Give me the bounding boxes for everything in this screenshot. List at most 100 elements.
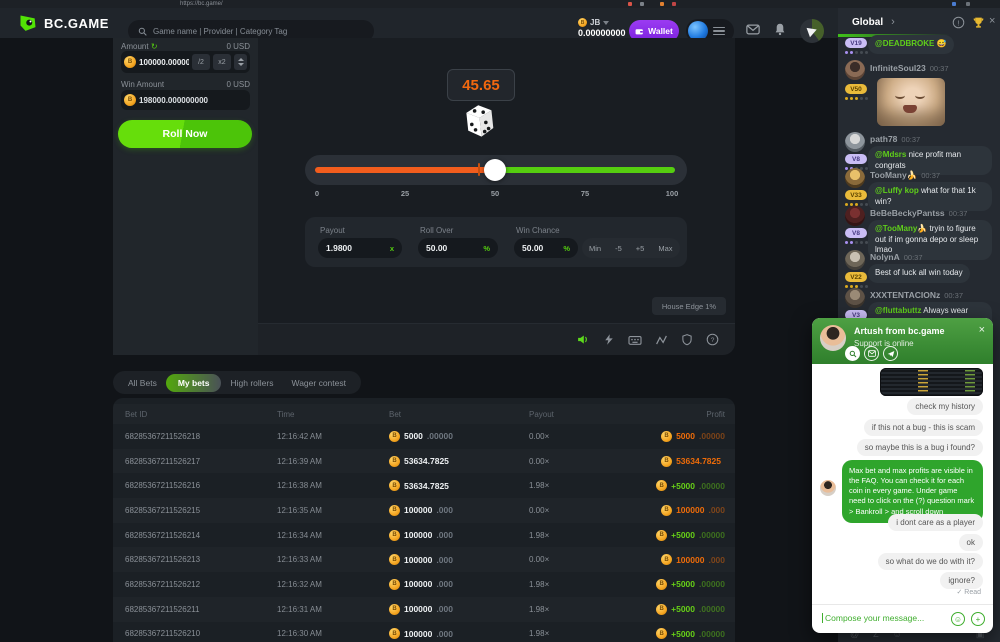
mention-at-icon[interactable]: @ xyxy=(850,629,860,639)
amount-stepper[interactable] xyxy=(234,54,247,70)
table-row[interactable]: 68285367211526216 12:16:38 AM B 53634.782… xyxy=(125,480,725,492)
close-icon[interactable]: × xyxy=(989,15,996,27)
mention-link[interactable]: @fluttabuttz xyxy=(875,306,922,315)
search-input[interactable]: Game name | Provider | Category Tag xyxy=(128,20,374,42)
currency-selector[interactable]: B JB 0.00000000 xyxy=(578,18,648,38)
table-row[interactable]: 68285367211526210 12:16:30 AM B 100000.00… xyxy=(125,628,725,640)
table-row[interactable]: 68285367211526217 12:16:39 AM B 53634.782… xyxy=(125,455,721,467)
help-icon[interactable]: ? xyxy=(706,333,719,346)
refresh-icon[interactable]: ↻ xyxy=(150,42,158,51)
tab-all-bets[interactable]: All Bets xyxy=(128,377,157,388)
chat-username[interactable]: BeBeBeckyPantss 00:37 xyxy=(870,208,968,218)
browser-ext-icon[interactable] xyxy=(628,2,632,6)
bcgame-logo[interactable]: BC.GAME xyxy=(18,13,109,33)
chat-timestamp: 00:37 xyxy=(921,171,941,180)
avatar[interactable] xyxy=(845,288,865,308)
coin-icon: B xyxy=(389,529,400,541)
avatar[interactable] xyxy=(845,168,865,188)
slider-handle[interactable] xyxy=(484,159,506,181)
chat-username[interactable]: InfiniteSoul23 00:37 xyxy=(870,63,949,73)
col-bet-id: Bet ID xyxy=(125,409,148,419)
support-agent-avatar xyxy=(820,325,846,351)
roll-over-input[interactable]: 50.00% xyxy=(418,238,498,258)
image-detail xyxy=(895,92,905,99)
table-row[interactable]: 68285367211526215 12:16:35 AM B 100000.00… xyxy=(125,504,725,516)
max-button[interactable]: Max xyxy=(658,243,673,253)
avatar[interactable] xyxy=(845,60,865,80)
trends-icon[interactable] xyxy=(655,334,668,346)
mention-link[interactable]: @DEADBROKE xyxy=(875,39,935,48)
table-row[interactable]: 68285367211526212 12:16:32 AM B 100000.00… xyxy=(125,578,725,590)
wallet-button[interactable]: Wallet xyxy=(629,20,679,42)
hotkeys-keyboard-icon[interactable] xyxy=(628,334,642,346)
attach-plus-icon[interactable]: + xyxy=(971,612,985,626)
chat-rules-icon[interactable]: ! xyxy=(952,16,965,29)
gif-icon[interactable]: Z xyxy=(873,629,879,639)
coin-icon: B xyxy=(656,480,668,492)
user-avatar[interactable] xyxy=(800,19,824,43)
sound-icon[interactable] xyxy=(576,333,590,346)
support-search-icon[interactable] xyxy=(845,346,860,361)
notifications-bell-icon[interactable] xyxy=(774,22,786,36)
support-agent-name: Artush from bc.game xyxy=(854,326,945,336)
support-status: Support is online xyxy=(854,339,914,348)
tab-high-rollers[interactable]: High rollers xyxy=(230,377,274,388)
emoji-icon[interactable]: ☺ xyxy=(892,629,902,639)
emoji-icon[interactable]: ☺ xyxy=(951,612,965,626)
house-edge-badge: House Edge 1% xyxy=(652,297,726,315)
browser-bar: https://bc.game/ xyxy=(0,0,1000,8)
mention-link[interactable]: @TooMany🍌 xyxy=(875,224,928,233)
minus5-button[interactable]: -5 xyxy=(615,243,622,253)
avatar xyxy=(688,21,708,41)
tab-wager-contest[interactable]: Wager contest xyxy=(291,377,346,388)
roll-now-button[interactable]: Roll Now xyxy=(118,120,252,148)
browser-url[interactable]: https://bc.game/ xyxy=(180,1,223,7)
chat-room-title[interactable]: Global xyxy=(852,16,884,28)
table-row[interactable]: 68285367211526213 12:16:33 AM B 100000.00… xyxy=(125,554,725,566)
table-row[interactable]: 68285367211526218 12:16:42 AM B 5000.0000… xyxy=(125,430,725,442)
slider-tick-label: 100 xyxy=(665,189,679,198)
table-row[interactable]: 68285367211526214 12:16:34 AM B 100000.00… xyxy=(125,529,725,541)
chat-username[interactable]: XXXTENTACIONz 00:37 xyxy=(870,290,963,300)
win-chance-unit: % xyxy=(563,243,570,253)
chevron-right-icon[interactable]: › xyxy=(891,16,895,28)
coin-icon: B xyxy=(656,603,668,615)
browser-ext-icon[interactable] xyxy=(672,2,676,6)
chat-username[interactable]: TooMany🍌 00:37 xyxy=(870,170,941,180)
tab-my-bets[interactable]: My bets xyxy=(165,373,222,392)
support-attached-screenshot[interactable] xyxy=(880,368,983,396)
mention-link[interactable]: @Mdsrs xyxy=(875,150,907,159)
amount-input[interactable]: B 100000.00000000 /2 x2 xyxy=(121,51,250,73)
half-bet-button[interactable]: /2 xyxy=(192,54,210,70)
image-detail xyxy=(915,92,925,99)
trophy-icon[interactable] xyxy=(972,16,985,29)
col-profit: Profit xyxy=(706,409,725,419)
support-email-icon[interactable] xyxy=(864,346,879,361)
table-row[interactable]: 68285367211526211 12:16:31 AM B 100000.00… xyxy=(125,603,725,615)
min-button[interactable]: Min xyxy=(589,243,602,253)
messages-icon[interactable] xyxy=(746,24,760,35)
chat-username[interactable]: NolynA 00:37 xyxy=(870,252,923,262)
chat-settings-icon[interactable]: ▣ xyxy=(975,629,985,639)
support-telegram-icon[interactable] xyxy=(883,346,898,361)
avatar[interactable] xyxy=(845,132,865,152)
chat-username[interactable]: path78 00:37 xyxy=(870,134,921,144)
support-compose-input[interactable]: Compose your message... xyxy=(822,613,924,623)
double-bet-button[interactable]: x2 xyxy=(213,54,231,70)
browser-ext-icon[interactable] xyxy=(660,2,664,6)
plus5-button[interactable]: +5 xyxy=(635,243,645,253)
search-icon xyxy=(138,27,147,36)
payout-input[interactable]: 1.9800 x xyxy=(318,238,402,258)
chat-image-crying-baby[interactable] xyxy=(877,78,945,126)
avatar[interactable] xyxy=(845,250,865,270)
win-chance-input[interactable]: 50.00% xyxy=(514,238,578,258)
coin-icon: B xyxy=(124,94,136,106)
mention-link[interactable]: @Luffy kop xyxy=(875,186,919,195)
close-icon[interactable]: × xyxy=(978,324,985,336)
bolt-icon[interactable] xyxy=(603,333,615,346)
browser-ext-icon[interactable] xyxy=(640,2,644,6)
verify-shield-icon[interactable] xyxy=(681,333,693,346)
browser-ext-icon[interactable] xyxy=(952,2,956,6)
browser-ext-icon[interactable] xyxy=(966,2,970,6)
avatar[interactable] xyxy=(845,206,865,226)
